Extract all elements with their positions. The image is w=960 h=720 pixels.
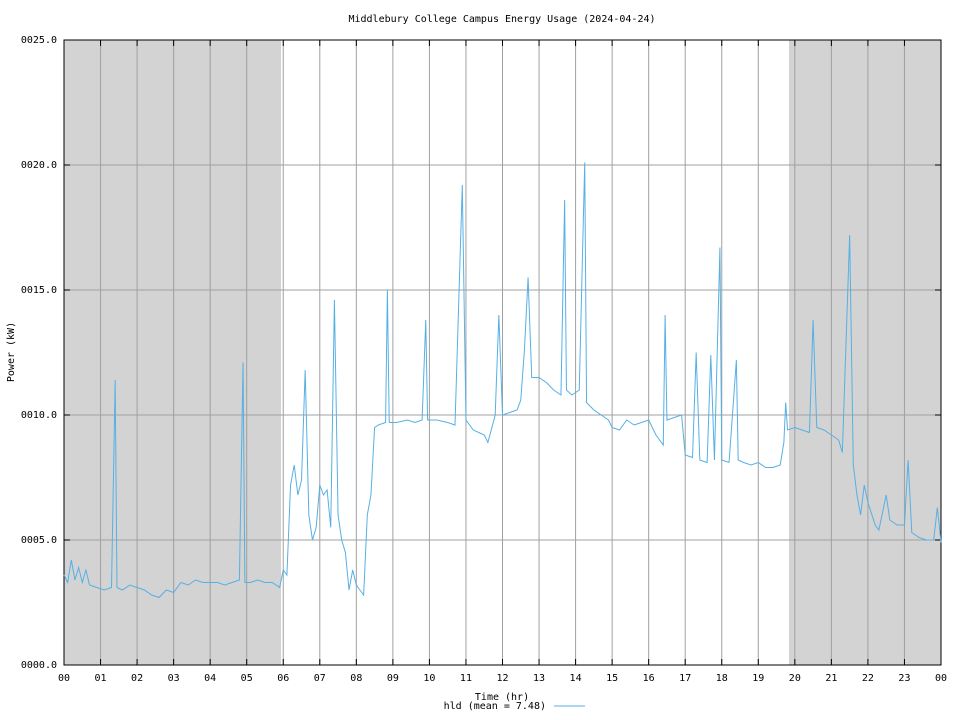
x-tick-label: 18 <box>716 673 728 684</box>
x-tick-label: 20 <box>789 673 801 684</box>
x-tick-label: 19 <box>752 673 764 684</box>
data-line <box>63 162 942 599</box>
y-tick-label: 0015.0 <box>21 285 57 296</box>
x-tick-label: 05 <box>241 673 253 684</box>
x-tick-label: 11 <box>460 673 472 684</box>
y-tick-label: 0000.0 <box>21 660 57 671</box>
y-tick-label: 0020.0 <box>21 160 57 171</box>
x-tick-label: 15 <box>606 673 618 684</box>
chart-title: Middlebury College Campus Energy Usage (… <box>348 14 655 25</box>
x-tick-label: 00 <box>935 673 947 684</box>
plot-border <box>63 39 942 666</box>
x-tick-label: 06 <box>277 673 289 684</box>
x-tick-label: 21 <box>825 673 837 684</box>
x-tick-label: 13 <box>533 673 545 684</box>
x-tick-label: 01 <box>95 673 107 684</box>
x-tick-label: 22 <box>862 673 874 684</box>
x-tick-label: 23 <box>898 673 910 684</box>
y-tick-label: 0005.0 <box>21 535 57 546</box>
x-tick-label: 17 <box>679 673 691 684</box>
x-tick-label: 14 <box>570 673 582 684</box>
x-tick-label: 00 <box>58 673 70 684</box>
x-tick-label: 02 <box>131 673 143 684</box>
x-tick-label: 07 <box>314 673 326 684</box>
night-shading <box>64 40 282 665</box>
x-tick-label: 09 <box>387 673 399 684</box>
x-tick-label: 04 <box>204 673 216 684</box>
y-tick-label: 0025.0 <box>21 35 57 46</box>
x-tick-label: 12 <box>496 673 508 684</box>
y-tick-label: 0010.0 <box>21 410 57 421</box>
legend-label: hld (mean = 7.48) <box>444 701 546 712</box>
x-tick-label: 08 <box>350 673 362 684</box>
x-tick-label: 16 <box>643 673 655 684</box>
y-axis-label: Power (kW) <box>6 322 17 382</box>
x-tick-label: 10 <box>423 673 435 684</box>
x-tick-label: 03 <box>168 673 180 684</box>
x-axis-label: Time (hr) <box>475 692 529 703</box>
